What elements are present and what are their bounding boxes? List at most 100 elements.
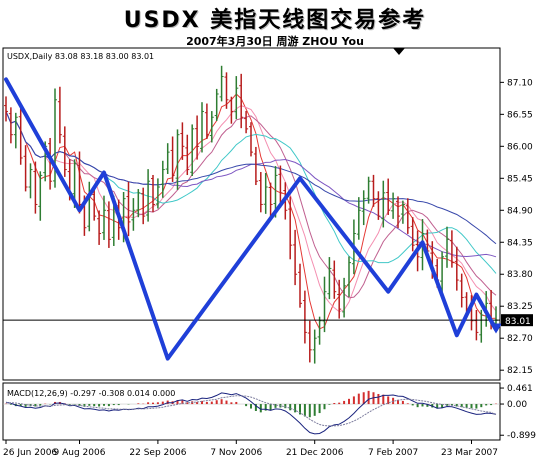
- price-bar: [386, 178, 391, 215]
- price-bar: [175, 129, 180, 190]
- price-bar: [268, 182, 273, 219]
- price-bar: [312, 329, 317, 364]
- price-bar: [342, 277, 347, 318]
- x-tick-label: 9 Aug 2006: [54, 448, 106, 458]
- price-bar: [131, 198, 136, 231]
- price-bar: [258, 172, 263, 213]
- price-bar: [155, 178, 160, 209]
- price-bar: [57, 86, 62, 144]
- price-bar: [165, 143, 170, 175]
- y-tick-label: 82.70: [507, 334, 533, 344]
- price-bar: [229, 96, 234, 124]
- macd-indicator: 0.461 0.00 -0.899: [3, 384, 536, 441]
- price-bar: [33, 161, 38, 214]
- price-bar: [400, 200, 405, 224]
- y-tick-label: 86.55: [507, 110, 533, 120]
- price-bar: [376, 191, 381, 220]
- price-bar: [23, 145, 28, 192]
- price-bar: [214, 88, 219, 121]
- x-tick-label: 26 Jun 2006: [3, 448, 57, 458]
- price-bar: [170, 136, 175, 182]
- price-bar: [302, 290, 307, 344]
- price-bar: [102, 195, 106, 240]
- price-bar: [253, 146, 258, 186]
- macd-label: MACD(12,26,9) -0.297 -0.308 0.014 0.000: [7, 389, 175, 398]
- price-bar: [160, 160, 165, 198]
- macd-y-tick-label: -0.899: [507, 431, 536, 441]
- price-bar: [327, 257, 332, 300]
- symbol-info: USDX,Daily 83.08 83.18 83.00 83.01: [7, 52, 154, 61]
- x-tick-label: 21 Dec 2006: [286, 448, 344, 458]
- price-bar: [366, 176, 371, 204]
- price-bar: [234, 76, 239, 120]
- ma-line-13: [5, 111, 497, 299]
- price-tag-box: [501, 314, 533, 327]
- price-axis: 87.10 86.55 86.00 85.45 84.90 84.35 83.80 83.25…: [500, 78, 533, 376]
- price-bar: [317, 316, 322, 345]
- ma-line-55: [5, 111, 497, 245]
- current-price-tag: 83.01: [501, 314, 533, 327]
- price-bar: [332, 260, 337, 299]
- price-bar: [151, 174, 155, 213]
- price-bar: [48, 137, 53, 190]
- price-bar: [263, 172, 268, 214]
- price-bar: [126, 181, 131, 237]
- price-bar: [180, 122, 185, 160]
- price-bar: [322, 276, 327, 333]
- macd-y-tick-label: 0.461: [507, 384, 533, 394]
- price-bar: [190, 124, 195, 176]
- price-bar: [185, 134, 190, 176]
- x-tick-label: 23 Mar 2007: [441, 448, 498, 458]
- price-bar: [405, 198, 410, 234]
- y-tick-label: 83.80: [507, 270, 533, 280]
- price-bar: [136, 189, 141, 218]
- price-bar: [449, 230, 454, 268]
- price-bar: [244, 110, 249, 134]
- ma-line-9: [5, 105, 497, 313]
- y-tick-label: 85.45: [507, 174, 533, 184]
- price-bar: [361, 190, 366, 226]
- price-bar: [209, 111, 214, 143]
- price-panel: [2, 47, 501, 381]
- price-bar: [410, 217, 415, 252]
- x-tick-label: 7 Nov 2006: [210, 448, 262, 458]
- price-bar: [97, 210, 102, 245]
- x-tick-label: 22 Sep 2006: [129, 448, 186, 458]
- price-bar: [454, 246, 459, 291]
- price-bar: [391, 192, 396, 219]
- price-bar: [396, 196, 400, 229]
- price-bar: [239, 73, 244, 129]
- price-tag-label: 83.01: [505, 317, 531, 327]
- price-bar: [62, 126, 67, 177]
- price-bar: [13, 112, 18, 149]
- price-bar: [337, 279, 342, 319]
- price-bar: [445, 226, 449, 268]
- price-bar: [278, 165, 283, 208]
- chart-subtitle: 2007年3月30日 周游 ZHOU You: [186, 35, 364, 48]
- triangle-down-icon: [393, 48, 405, 55]
- wave-line: [4, 77, 498, 361]
- y-tick-label: 83.25: [507, 302, 533, 312]
- price-bar: [479, 309, 484, 343]
- price-bar: [141, 187, 146, 225]
- macd-panel: [2, 382, 501, 441]
- price-bar: [371, 174, 376, 207]
- price-bar: [356, 197, 361, 240]
- price-bar: [293, 229, 298, 286]
- price-bar: [38, 171, 43, 221]
- price-bar: [288, 196, 293, 260]
- price-bar: [204, 103, 209, 139]
- price-bar: [4, 96, 8, 122]
- price-bar: [200, 102, 204, 153]
- price-bar: [459, 273, 464, 308]
- y-tick-label: 87.10: [507, 78, 533, 88]
- price-bar: [298, 263, 302, 308]
- price-bar: [347, 256, 351, 298]
- price-bar: [224, 72, 229, 109]
- price-bar: [53, 88, 57, 188]
- x-tick-label: 7 Feb 2007: [368, 448, 418, 458]
- price-bar: [307, 320, 312, 363]
- price-bar: [8, 107, 13, 144]
- chart-title: USDX 美指天线图交易参考: [123, 8, 427, 33]
